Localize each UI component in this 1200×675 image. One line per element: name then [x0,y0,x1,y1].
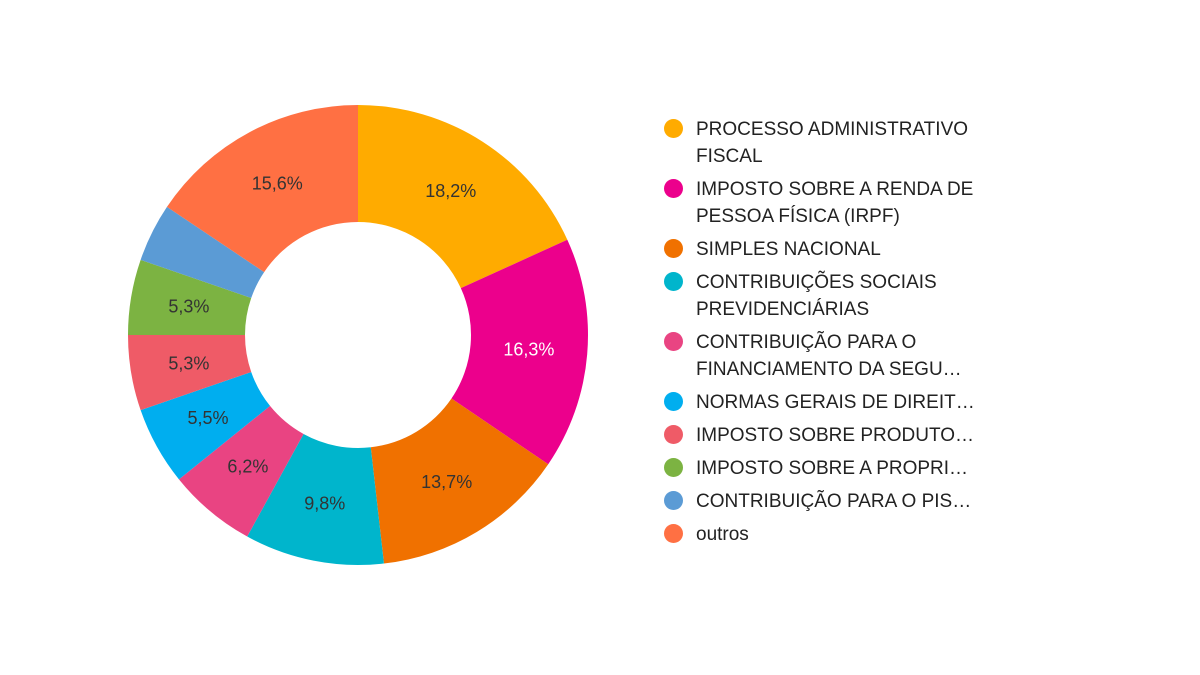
donut-slice [247,434,384,565]
donut-slice [451,239,588,465]
legend-item: SIMPLES NACIONAL [664,236,994,263]
legend-swatch [664,179,683,198]
legend-label: IMPOSTO SOBRE A RENDA DE PESSOA FÍSICA (… [696,179,974,227]
legend-item: IMPOSTO SOBRE A RENDA DE PESSOA FÍSICA (… [664,176,994,230]
donut-slice [358,105,568,289]
donut-slice [140,371,271,480]
slice-value-label: 15,6% [252,174,303,194]
donut-slice [370,398,549,564]
slice-value-label: 18,2% [425,181,476,201]
legend-swatch [664,491,683,510]
legend-swatch [664,272,683,291]
slice-value-label: 16,3% [503,340,554,360]
legend-label: IMPOSTO SOBRE A PROPRI… [696,458,969,479]
donut-slice [166,105,358,273]
legend-item: PROCESSO ADMINISTRATIVO FISCAL [664,116,994,170]
slice-value-label: 9,8% [304,493,345,513]
slice-value-label: 5,5% [187,408,228,428]
slice-value-label: 5,3% [168,297,209,317]
donut-slice [128,259,252,335]
legend-label: outros [696,524,749,545]
legend-item: CONTRIBUIÇÃO PARA O PIS… [664,488,994,515]
legend-label: IMPOSTO SOBRE PRODUTO… [696,425,975,446]
legend-item: IMPOSTO SOBRE PRODUTO… [664,422,994,449]
legend-swatch [664,392,683,411]
legend-label: SIMPLES NACIONAL [696,239,881,260]
donut-slice [178,405,304,537]
slice-value-label: 13,7% [421,472,472,492]
legend-item: CONTRIBUIÇÃO PARA O FINANCIAMENTO DA SEG… [664,329,994,383]
legend-swatch [664,332,683,351]
slice-value-label: 6,2% [227,456,268,476]
legend-swatch [664,425,683,444]
legend-label: PROCESSO ADMINISTRATIVO FISCAL [696,119,969,167]
legend-item: IMPOSTO SOBRE A PROPRI… [664,455,994,482]
legend-swatch [664,458,683,477]
legend-swatch [664,524,683,543]
legend-label: CONTRIBUIÇÕES SOCIAIS PREVIDENCIÁRIAS [696,272,937,320]
legend-item: outros [664,521,994,548]
chart-legend: PROCESSO ADMINISTRATIVO FISCAL IMPOSTO SO… [664,116,994,554]
legend-label: CONTRIBUIÇÃO PARA O FINANCIAMENTO DA SEG… [696,332,962,380]
legend-label: CONTRIBUIÇÃO PARA O PIS… [696,491,972,512]
legend-swatch [664,239,683,258]
legend-swatch [664,119,683,138]
donut-slice [140,206,265,299]
donut-slice [128,335,252,411]
legend-label: NORMAS GERAIS DE DIREIT… [696,392,975,413]
legend-item: CONTRIBUIÇÕES SOCIAIS PREVIDENCIÁRIAS [664,269,994,323]
slice-value-label: 5,3% [168,353,209,373]
legend-item: NORMAS GERAIS DE DIREIT… [664,389,994,416]
